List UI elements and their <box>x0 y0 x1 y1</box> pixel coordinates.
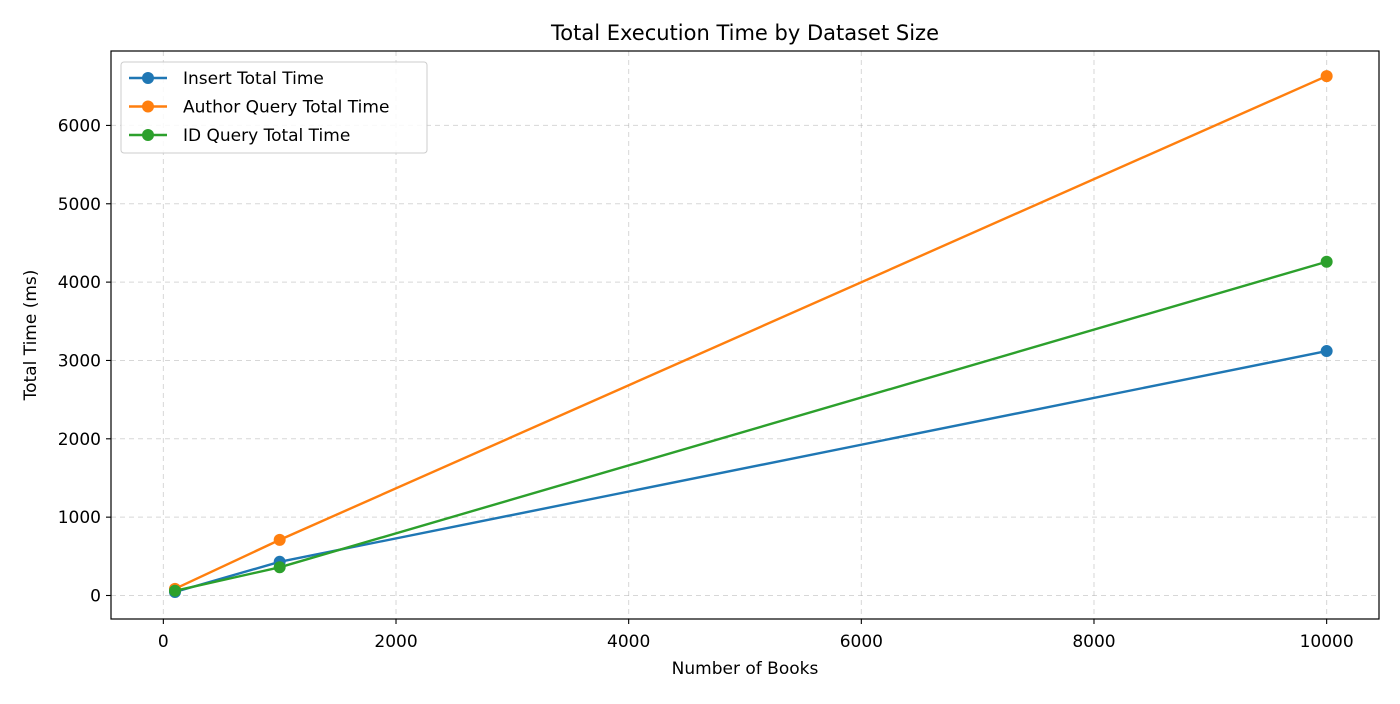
x-tick-label: 6000 <box>840 632 883 652</box>
legend-label: ID Query Total Time <box>183 126 350 146</box>
y-axis-title: Total Time (ms) <box>21 270 41 402</box>
y-tick-label: 2000 <box>58 430 101 450</box>
data-point <box>273 561 286 574</box>
data-point <box>168 584 181 597</box>
plot-frame <box>110 50 1380 620</box>
y-tick-label: 1000 <box>58 508 101 528</box>
legend-marker <box>142 129 154 141</box>
data-point <box>1320 345 1333 358</box>
grid <box>111 51 1379 619</box>
y-tick-label: 5000 <box>58 195 101 215</box>
axis-ticks: 0 2000 4000 6000 8000 10000 0 1000 2000 3000 4000 5… <box>58 116 1354 652</box>
legend-label: Author Query Total Time <box>183 98 389 118</box>
y-tick-label: 6000 <box>58 116 101 136</box>
legend: Insert Total Time Author Query Total Time… <box>120 61 428 154</box>
y-tick-label: 3000 <box>58 351 101 371</box>
legend-item: Author Query Total Time <box>129 98 389 118</box>
legend-marker <box>142 72 154 84</box>
legend-item: Insert Total Time <box>129 69 324 89</box>
x-tick-label: 8000 <box>1072 632 1115 652</box>
data-point <box>1320 255 1333 268</box>
x-tick-label: 4000 <box>607 632 650 652</box>
series-3 <box>168 255 1333 597</box>
legend-box <box>120 61 428 154</box>
x-tick-label: 2000 <box>374 632 417 652</box>
y-tick-label: 0 <box>90 586 101 606</box>
data-point <box>273 533 286 546</box>
series-layer <box>168 70 1333 598</box>
legend-item: ID Query Total Time <box>129 126 350 146</box>
data-point <box>1320 70 1333 83</box>
y-tick-label: 4000 <box>58 273 101 293</box>
chart-title: Total Execution Time by Dataset Size <box>550 21 939 45</box>
legend-marker <box>142 100 154 113</box>
legend-label: Insert Total Time <box>183 69 324 89</box>
x-tick-label: 10000 <box>1300 632 1354 652</box>
x-axis-title: Number of Books <box>672 659 819 679</box>
x-tick-label: 0 <box>158 632 169 652</box>
